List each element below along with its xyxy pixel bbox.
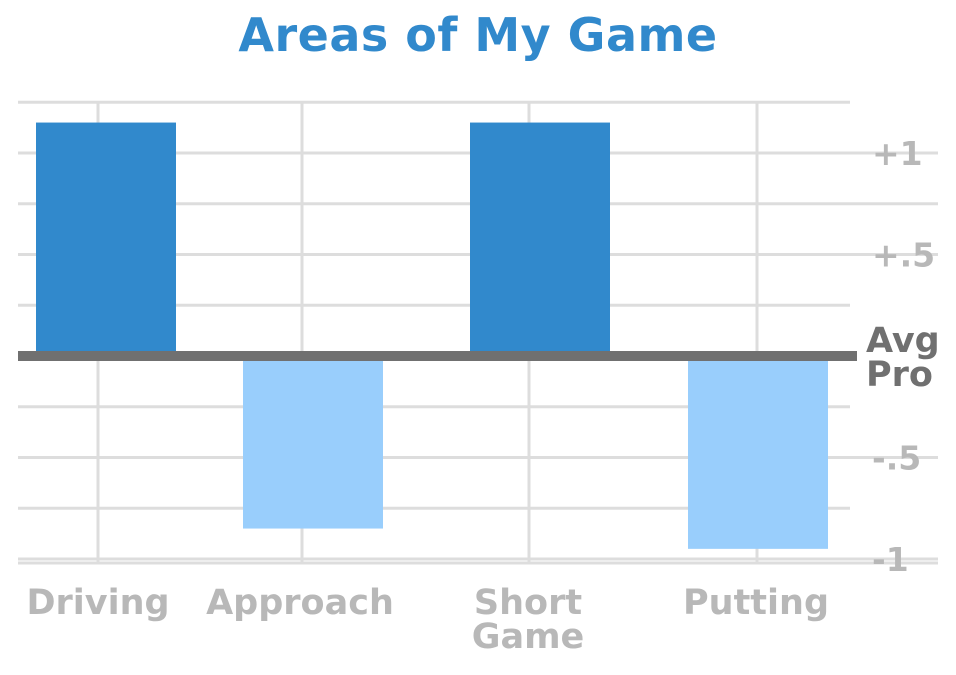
bar-approach bbox=[243, 356, 383, 529]
x-tick-label: Putting bbox=[683, 583, 829, 623]
bars bbox=[36, 122, 828, 549]
bar-driving bbox=[36, 122, 176, 356]
x-tick-label: Short Game bbox=[472, 583, 585, 657]
y-tick-label: -1 bbox=[872, 540, 909, 579]
chart-title: Areas of My Game bbox=[238, 8, 718, 62]
y-tick-label: -.5 bbox=[872, 439, 921, 478]
y-tick-label: +1 bbox=[872, 134, 923, 173]
x-tick-label: Approach bbox=[206, 583, 394, 623]
labels: Avg Pro +1 +.5 -.5 -1 Driving Approach Short Game… bbox=[26, 134, 939, 657]
avg-pro-label: Avg Pro bbox=[866, 321, 940, 395]
y-tick-label: +.5 bbox=[872, 236, 935, 275]
bar-putting bbox=[688, 356, 828, 549]
x-tick-label: Driving bbox=[26, 583, 169, 623]
bar-short-game bbox=[470, 122, 610, 356]
